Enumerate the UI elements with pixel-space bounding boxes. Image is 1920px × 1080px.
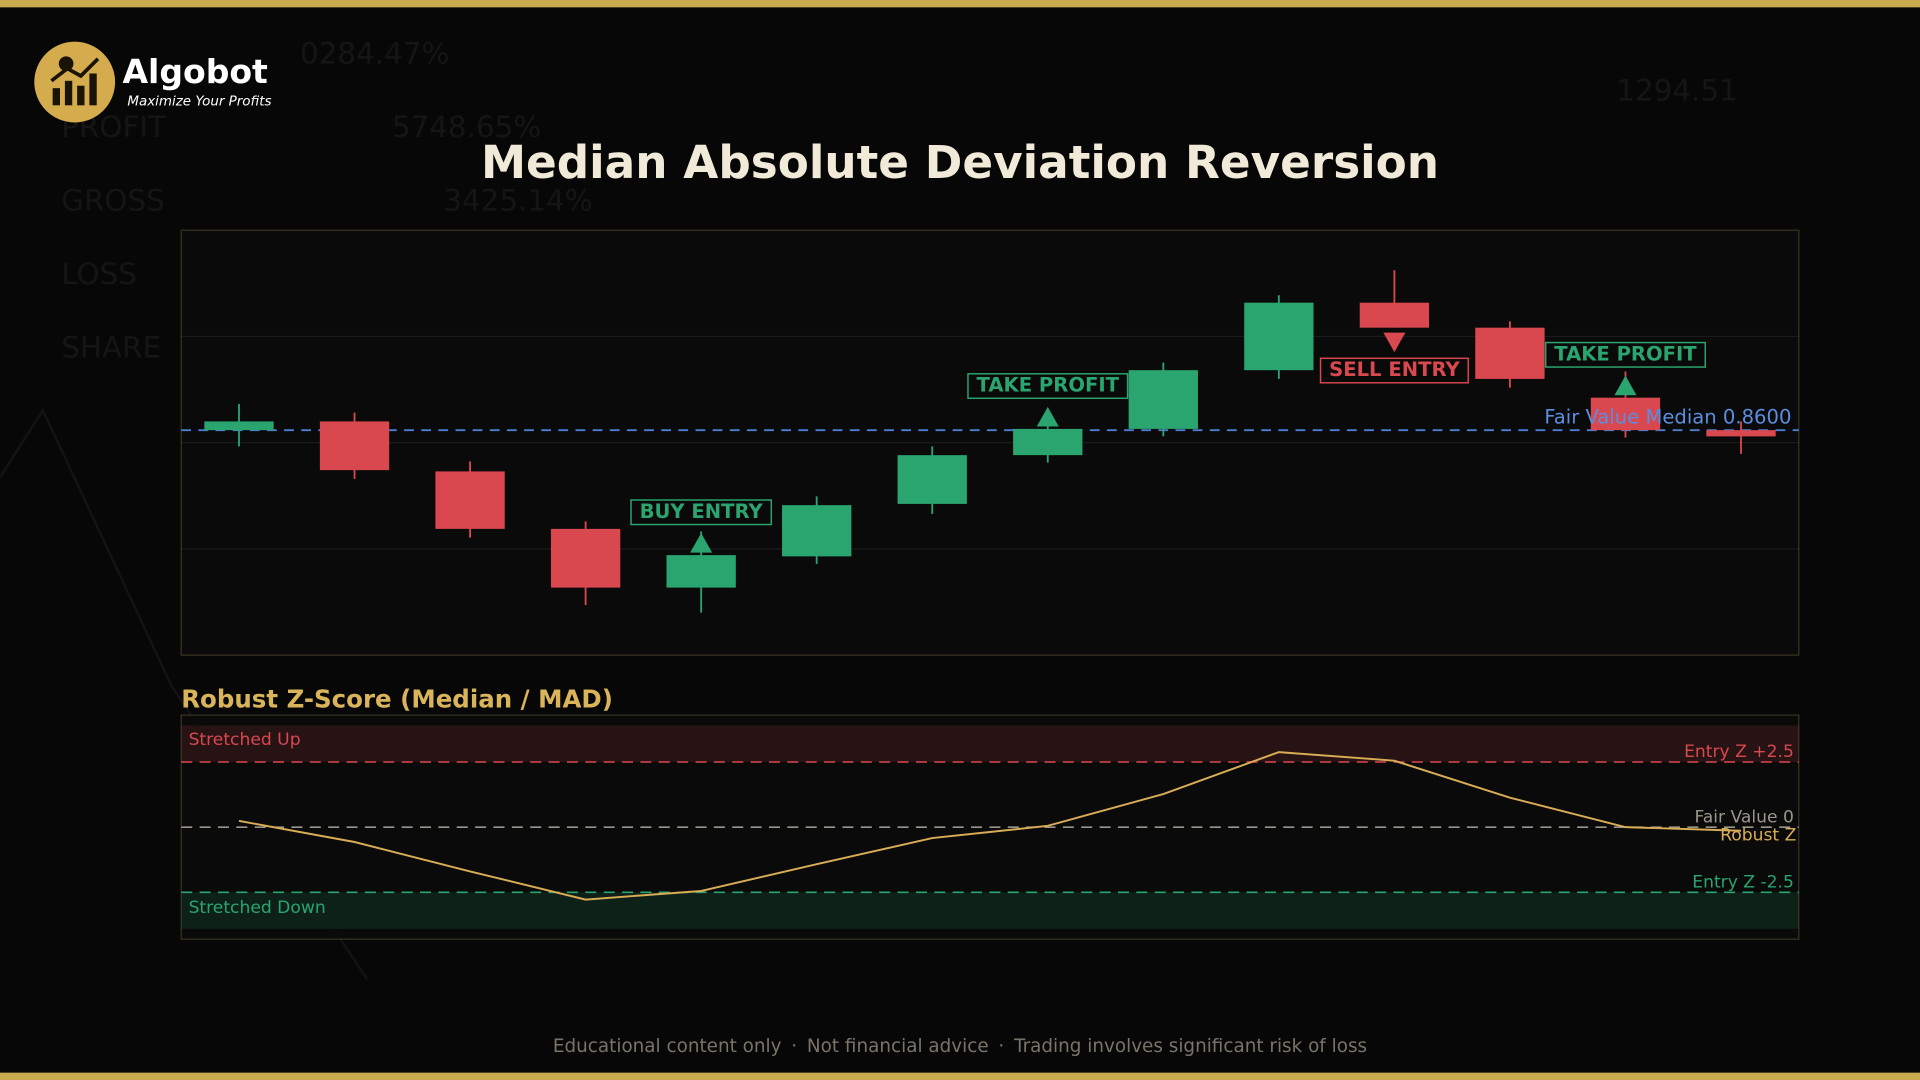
footer: Educational content only · Not financial a…: [553, 1036, 1367, 1057]
signal-box: [630, 499, 773, 526]
price-panel: [180, 229, 1800, 656]
background-label: LOSS: [61, 257, 137, 291]
candle-body: [1013, 428, 1083, 456]
fair-value-label: Fair Value Median 0.8600: [1544, 405, 1791, 428]
logo-icon: [58, 56, 74, 72]
candle-body: [1128, 370, 1198, 429]
footer-item: Not financial advice: [807, 1036, 989, 1057]
z-band-label: Stretched Down: [189, 898, 326, 918]
z-chart: Stretched Up Stretched Down Entry Z +2.5 Fa…: [181, 725, 1799, 929]
z-band-label: Stretched Up: [189, 730, 301, 750]
signal-label: BUY ENTRY: [640, 500, 764, 523]
z-reference-label: Fair Value 0: [1694, 807, 1793, 827]
price-chart: Fair Value Median 0.8600 BUY ENTRY TAKE PR…: [181, 270, 1799, 613]
tagline: Maximize Your Profits: [127, 95, 271, 110]
z-reference-label: Entry Z -2.5: [1692, 872, 1794, 892]
logo-icon: [64, 80, 73, 106]
footer-separator: ·: [791, 1036, 797, 1057]
candle-body: [435, 471, 505, 529]
logo-icon: [89, 73, 97, 106]
signal-label: SELL ENTRY: [1329, 358, 1460, 381]
z-reference-label: Entry Z +2.5: [1684, 742, 1794, 762]
candle-body: [1244, 302, 1314, 371]
logo-icon: [50, 57, 100, 83]
background-label: SHARE: [61, 330, 161, 364]
candle-body: [782, 505, 852, 557]
z-band: [181, 892, 1799, 929]
candle-body: [666, 555, 736, 588]
signal-box: [1544, 341, 1706, 368]
signal-arrow: [1614, 375, 1637, 396]
background-label: 3425.14%: [443, 184, 592, 218]
signal-arrow: [690, 533, 713, 553]
z-line: [238, 751, 1742, 901]
candle-body: [550, 528, 621, 588]
signal-box: [967, 373, 1129, 400]
candle-body: [1706, 430, 1776, 437]
z-title: Robust Z-Score (Median / MAD): [181, 684, 613, 713]
logo-icon: [77, 85, 85, 106]
z-band: [181, 725, 1799, 763]
logo: Algobot Maximize Your Profits: [34, 41, 272, 123]
signal-box: [1319, 357, 1469, 384]
candle-body: [1590, 397, 1661, 431]
top-bar: [0, 0, 1920, 8]
candle-body: [204, 421, 274, 431]
signal-arrow: [1036, 406, 1059, 427]
signal-label: TAKE PROFIT: [1554, 342, 1697, 365]
footer-separator: ·: [998, 1036, 1004, 1057]
candle-body: [1475, 327, 1545, 379]
logo-badge: [34, 41, 116, 123]
candle-body: [897, 455, 967, 504]
candle-body: [1359, 302, 1430, 328]
legend-label: Robust Z: [1720, 826, 1796, 846]
brand: Algobot: [122, 52, 268, 91]
footer-item: Educational content only: [553, 1036, 782, 1057]
logo-icon: [52, 88, 60, 106]
page-title: Median Absolute Deviation Reversion: [481, 136, 1439, 189]
background-label: 5748.65%: [392, 110, 541, 144]
background-label: GROSS: [61, 184, 165, 218]
background-text: 0284.47%PROFIT 5748.65%GROSS 3425.14%LOSSS…: [61, 37, 1738, 365]
footer-item: Trading involves significant risk of los…: [1013, 1036, 1367, 1057]
background-label: 1294.51: [1616, 73, 1737, 107]
signal-label: TAKE PROFIT: [977, 374, 1120, 397]
bottom-bar: [0, 1072, 1920, 1080]
candle-body: [319, 421, 390, 471]
signal-arrow: [1383, 332, 1406, 353]
background-label: 0284.47%: [300, 37, 449, 71]
